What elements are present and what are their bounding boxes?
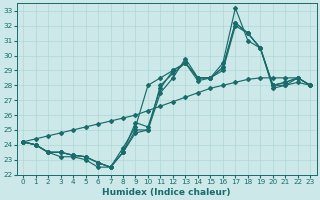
X-axis label: Humidex (Indice chaleur): Humidex (Indice chaleur) bbox=[102, 188, 231, 197]
